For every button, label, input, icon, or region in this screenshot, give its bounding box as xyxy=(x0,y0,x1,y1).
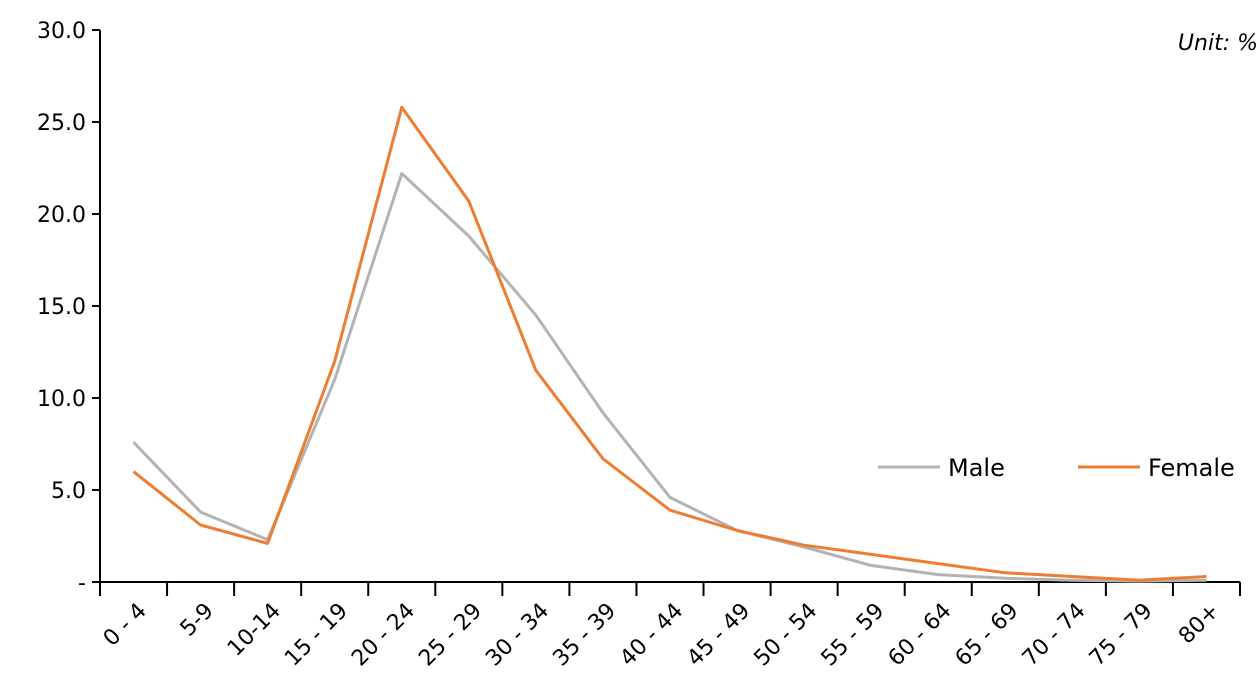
x-tick-label: 30 - 34 xyxy=(481,599,554,672)
x-tick-label: 70 - 74 xyxy=(1018,599,1091,672)
y-tick-label: 10.0 xyxy=(37,387,86,412)
x-tick-label: 0 - 4 xyxy=(99,599,152,652)
x-tick-label: 60 - 64 xyxy=(884,599,957,672)
series-lines xyxy=(132,105,1207,583)
x-tick-label: 10-14 xyxy=(223,599,286,662)
x-tick-label: 35 - 39 xyxy=(548,599,621,672)
x-tick-label: 20 - 24 xyxy=(347,599,420,672)
legend-label-male: Male xyxy=(948,454,1005,482)
x-tick-label: 25 - 29 xyxy=(414,599,487,672)
x-tick-label: 45 - 49 xyxy=(683,599,756,672)
y-tick-label: 15.0 xyxy=(37,295,86,320)
legend: Male Female xyxy=(878,454,1235,482)
x-tick-label: 65 - 69 xyxy=(951,599,1024,672)
x-tick-label: 40 - 44 xyxy=(615,599,688,672)
series-line-female xyxy=(132,105,1207,582)
series-line-male xyxy=(132,172,1207,583)
y-tick-label: 5.0 xyxy=(51,479,86,504)
unit-label: Unit: % xyxy=(1178,31,1258,56)
x-tick-label: 55 - 59 xyxy=(817,599,890,672)
x-tick-label: 75 - 79 xyxy=(1085,599,1158,672)
x-tick-label: 80+ xyxy=(1174,599,1225,650)
y-tick-label: 30.0 xyxy=(37,19,86,44)
x-tick-label: 50 - 54 xyxy=(750,599,823,672)
y-tick-label: 20.0 xyxy=(37,203,86,228)
y-axis: - 5.0 10.0 15.0 20.0 25.0 30.0 xyxy=(37,19,101,596)
legend-label-female: Female xyxy=(1148,454,1235,482)
y-tick-label: - xyxy=(78,571,86,596)
x-tick-label: 5-9 xyxy=(176,599,219,642)
y-tick-label: 25.0 xyxy=(37,111,86,136)
x-tick-label: 15 - 19 xyxy=(280,599,353,672)
